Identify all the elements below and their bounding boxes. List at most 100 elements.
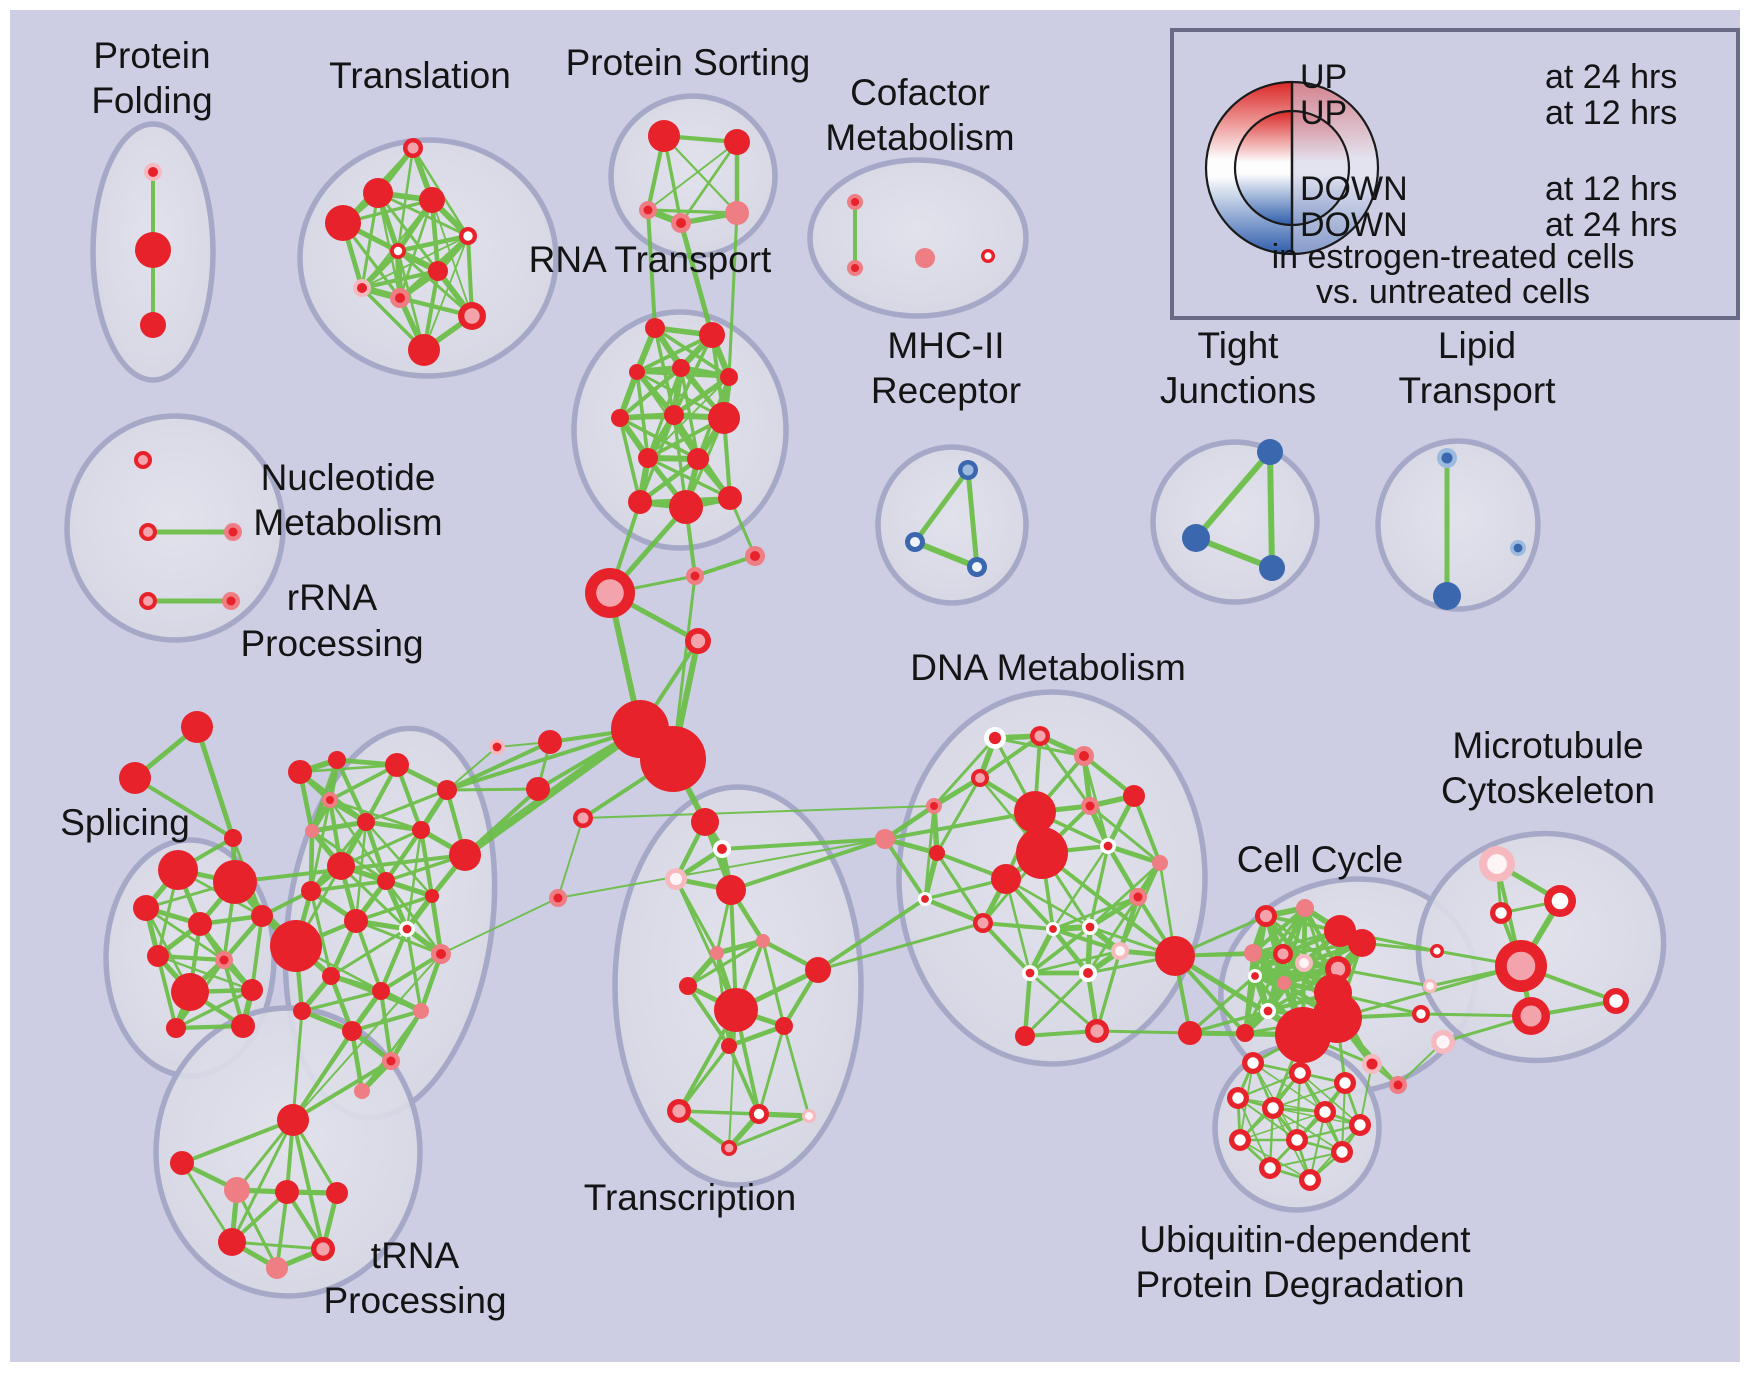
gene-node[interactable] — [171, 973, 209, 1011]
gene-node[interactable] — [640, 726, 706, 792]
gene-node[interactable] — [915, 248, 935, 268]
gene-node[interactable] — [301, 881, 321, 901]
gene-node[interactable] — [326, 1182, 348, 1204]
gene-node[interactable] — [428, 261, 448, 281]
gene-node[interactable] — [1257, 439, 1283, 465]
gene-node[interactable] — [1236, 1024, 1254, 1042]
gene-node[interactable] — [158, 850, 198, 890]
gene-node[interactable] — [805, 957, 831, 983]
gene-node[interactable] — [1155, 936, 1195, 976]
gene-node[interactable] — [413, 1003, 429, 1019]
gene-node[interactable] — [1348, 929, 1376, 957]
gene-node[interactable] — [1296, 899, 1314, 917]
gene-node[interactable] — [721, 1038, 737, 1054]
gene-node[interactable] — [140, 312, 166, 338]
gene-node[interactable] — [1312, 993, 1362, 1043]
gene-node[interactable] — [213, 860, 257, 904]
gene-node[interactable] — [720, 368, 738, 386]
gene-node[interactable] — [377, 872, 395, 890]
gene-node[interactable] — [449, 839, 481, 871]
gene-node[interactable] — [526, 777, 550, 801]
gene-node[interactable] — [1277, 976, 1291, 990]
gene-node[interactable] — [724, 129, 750, 155]
gene-node[interactable] — [224, 829, 242, 847]
gene-node[interactable] — [725, 201, 749, 225]
gene-node[interactable] — [629, 364, 645, 380]
gene-node[interactable] — [293, 1002, 311, 1020]
gene-node[interactable] — [135, 232, 171, 268]
gene-node[interactable] — [277, 1104, 309, 1136]
gene-node[interactable] — [305, 824, 319, 838]
gene-node[interactable] — [538, 730, 562, 754]
gene-node[interactable] — [231, 1014, 255, 1038]
gene-node[interactable] — [1123, 785, 1145, 807]
gene-node[interactable] — [372, 982, 390, 1000]
gene-node[interactable] — [119, 762, 151, 794]
gene-node[interactable] — [1324, 915, 1356, 947]
gene-node[interactable] — [344, 909, 368, 933]
gene-node[interactable] — [710, 946, 724, 960]
gene-node[interactable] — [170, 1151, 194, 1175]
gene-node[interactable] — [875, 829, 895, 849]
gene-node[interactable] — [691, 808, 719, 836]
gene-node[interactable] — [1014, 791, 1056, 833]
gene-node[interactable] — [241, 979, 263, 1001]
gene-node[interactable] — [408, 334, 440, 366]
gene-node[interactable] — [342, 1021, 362, 1041]
interaction-edge — [686, 939, 765, 988]
gene-node[interactable] — [325, 205, 361, 241]
gene-node[interactable] — [699, 322, 725, 348]
gene-node[interactable] — [419, 187, 445, 213]
gene-node[interactable] — [328, 751, 346, 769]
gene-node[interactable] — [133, 895, 159, 921]
gene-node[interactable] — [385, 753, 409, 777]
gene-node[interactable] — [425, 889, 439, 903]
gene-node[interactable] — [687, 448, 709, 470]
gene-node[interactable] — [275, 1180, 299, 1204]
gene-node[interactable] — [166, 1018, 186, 1038]
gene-node[interactable] — [669, 490, 703, 524]
gene-node[interactable] — [714, 988, 758, 1032]
gene-node[interactable] — [354, 1083, 370, 1099]
gene-node[interactable] — [224, 1177, 250, 1203]
gene-node[interactable] — [664, 405, 684, 425]
gene-node[interactable] — [991, 864, 1021, 894]
gene-node[interactable] — [270, 920, 322, 972]
gene-node[interactable] — [363, 178, 393, 208]
gene-node[interactable] — [357, 813, 375, 831]
gene-node[interactable] — [756, 934, 770, 948]
gene-node[interactable] — [611, 409, 629, 427]
gene-node[interactable] — [147, 945, 169, 967]
gene-node[interactable] — [322, 967, 340, 985]
gene-node[interactable] — [1178, 1021, 1202, 1045]
gene-node[interactable] — [645, 318, 665, 338]
gene-node[interactable] — [251, 905, 273, 927]
gene-node[interactable] — [437, 780, 457, 800]
gene-node[interactable] — [638, 448, 658, 468]
gene-node[interactable] — [327, 852, 355, 880]
gene-node[interactable] — [708, 402, 740, 434]
gene-node[interactable] — [1433, 582, 1461, 610]
gene-node[interactable] — [775, 1017, 793, 1035]
gene-node[interactable] — [181, 711, 213, 743]
gene-node[interactable] — [718, 486, 742, 510]
gene-node[interactable] — [628, 490, 652, 514]
gene-node[interactable] — [412, 821, 430, 839]
interaction-edge — [1040, 851, 1177, 958]
gene-node[interactable] — [1016, 827, 1068, 879]
gene-node[interactable] — [1259, 555, 1285, 581]
gene-node[interactable] — [716, 875, 746, 905]
gene-node-core — [1115, 946, 1125, 956]
gene-node[interactable] — [288, 760, 312, 784]
gene-node[interactable] — [672, 359, 690, 377]
gene-node[interactable] — [1182, 524, 1210, 552]
gene-node[interactable] — [188, 912, 212, 936]
gene-node[interactable] — [1244, 944, 1262, 962]
gene-node[interactable] — [679, 977, 697, 995]
gene-node[interactable] — [1015, 1026, 1035, 1046]
gene-node[interactable] — [218, 1228, 246, 1256]
gene-node[interactable] — [266, 1257, 288, 1279]
gene-node[interactable] — [1152, 855, 1168, 871]
gene-node[interactable] — [648, 120, 680, 152]
gene-node[interactable] — [929, 845, 945, 861]
